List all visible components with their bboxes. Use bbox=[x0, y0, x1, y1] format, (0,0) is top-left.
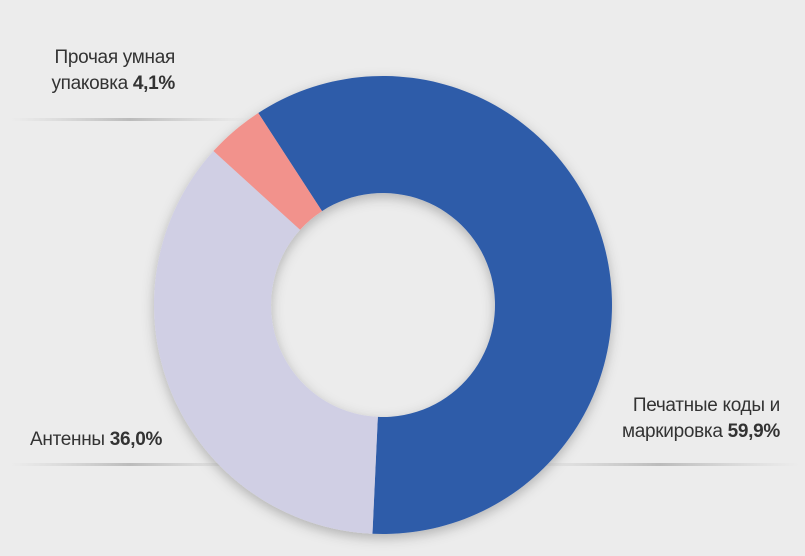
value-label: 4,1% bbox=[132, 73, 175, 94]
donut-slice bbox=[258, 76, 612, 535]
donut-slice bbox=[213, 112, 323, 230]
slice-label: Печатные коды и маркировка 59,9% bbox=[580, 393, 780, 445]
shadow-line bbox=[520, 463, 800, 466]
shadow-line bbox=[10, 463, 250, 466]
shadow-line bbox=[10, 118, 250, 121]
value-label: 59,9% bbox=[727, 421, 781, 442]
slice-label: Прочая умная упаковка 4,1% bbox=[10, 45, 175, 97]
category-name: Печатные коды и маркировка bbox=[621, 395, 780, 442]
value-label: 36,0% bbox=[109, 429, 163, 450]
category-name: Прочая умная упаковка bbox=[51, 47, 175, 94]
donut bbox=[153, 76, 612, 535]
category-name: Антенны bbox=[30, 429, 105, 450]
donut-slice bbox=[153, 151, 378, 534]
slice-label: Антенны 36,0% bbox=[30, 427, 250, 453]
